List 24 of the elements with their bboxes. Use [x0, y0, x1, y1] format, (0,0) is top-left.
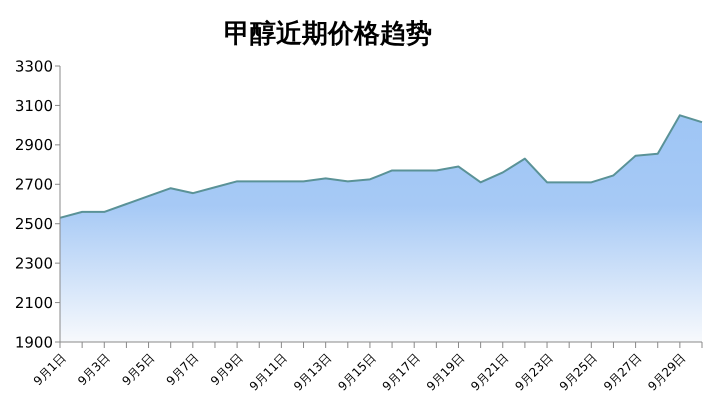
- y-tick-label: 2700: [14, 176, 53, 194]
- x-tick-label: 9月23日: [512, 350, 556, 394]
- y-tick-label: 2900: [14, 136, 53, 154]
- x-tick-label: 9月13日: [291, 350, 334, 394]
- y-tick-label: 2100: [14, 294, 53, 312]
- y-tick-label: 2300: [14, 254, 53, 272]
- y-tick-label: 1900: [14, 333, 53, 352]
- x-tick-label: 9月15日: [335, 350, 378, 394]
- x-tick-label: 9月27日: [600, 350, 644, 394]
- x-tick-label: 9月25日: [556, 350, 600, 394]
- x-tick-label: 9月3日: [75, 350, 113, 388]
- y-tick-label: 3300: [14, 57, 53, 76]
- x-tick-label: 9月9日: [208, 350, 246, 388]
- x-tick-label: 9月19日: [424, 350, 467, 394]
- x-tick-label: 9月21日: [468, 350, 512, 394]
- x-tick-label: 9月5日: [119, 350, 157, 388]
- x-tick-label: 9月1日: [30, 350, 68, 388]
- x-tick-label: 9月17日: [380, 350, 423, 394]
- x-tick-label: 9月29日: [645, 350, 688, 394]
- x-tick-label: 9月7日: [164, 350, 202, 388]
- y-tick-label: 2500: [14, 215, 53, 234]
- chart-title: 甲醇近期价格趋势: [223, 18, 433, 51]
- y-tick-label: 3100: [14, 96, 53, 115]
- x-tick-label: 9月11日: [246, 350, 290, 394]
